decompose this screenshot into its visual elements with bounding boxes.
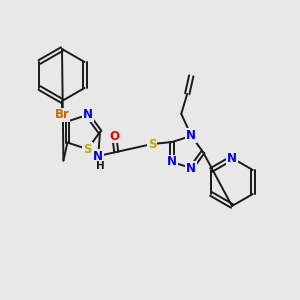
Text: S: S — [148, 137, 157, 151]
Text: N: N — [93, 149, 103, 163]
Text: H: H — [96, 161, 105, 171]
Text: N: N — [186, 129, 196, 142]
Text: N: N — [186, 162, 196, 175]
Text: N: N — [227, 152, 237, 164]
Text: S: S — [83, 142, 92, 156]
Text: N: N — [82, 108, 93, 122]
Text: O: O — [109, 130, 119, 142]
Text: N: N — [167, 155, 177, 169]
Text: Br: Br — [55, 109, 69, 122]
